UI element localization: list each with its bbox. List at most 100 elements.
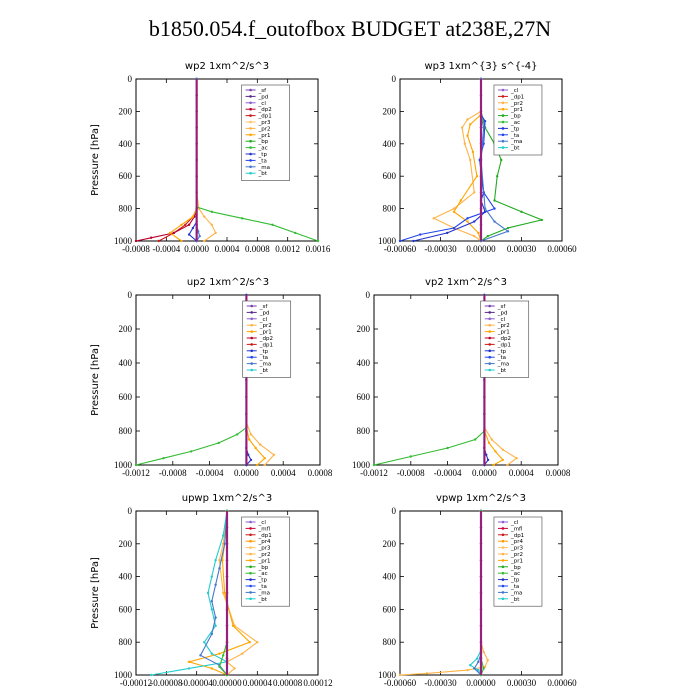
legend-label: _tp: [510, 126, 520, 132]
data-point: [482, 650, 485, 654]
y-axis-label: Pressure [hPa]: [90, 124, 101, 196]
legend-marker: [250, 349, 254, 353]
data-point: [496, 175, 499, 178]
legend-marker: [249, 88, 252, 92]
data-point: [190, 450, 193, 453]
x-tick-label: -0.0012: [360, 468, 388, 478]
data-point: [271, 223, 274, 226]
y-tick-label: 600: [119, 171, 133, 181]
data-point: [214, 624, 217, 627]
y-axis-label: Pressure [hPa]: [90, 344, 101, 416]
legend-label: _dp2: [259, 336, 273, 342]
y-tick-label: 600: [119, 392, 133, 402]
legend-label: _sf: [497, 304, 507, 310]
data-point: [191, 215, 195, 218]
legend-label: _pr2: [258, 126, 271, 132]
y-tick-label: 800: [119, 204, 133, 214]
data-point: [487, 441, 491, 445]
x-tick-label: -0.0008: [397, 468, 425, 478]
x-tick-label: 0.00030: [507, 244, 537, 254]
legend-label: _ma: [258, 165, 270, 171]
series-line: [187, 510, 251, 676]
data-point: [482, 667, 485, 670]
legend-label: _ta: [259, 355, 268, 361]
x-tick-label: 0.0004: [509, 468, 534, 478]
legend-label: _pr4: [258, 539, 272, 545]
legend-marker: [249, 114, 252, 117]
x-tick-label: -0.0012: [122, 468, 150, 478]
legend-marker: [249, 152, 252, 156]
legend-label: _cl: [497, 317, 506, 323]
legend-marker: [501, 591, 505, 594]
data-point: [473, 234, 476, 238]
legend-label: _cl: [510, 520, 519, 526]
data-point: [398, 673, 402, 677]
data-point: [157, 239, 160, 243]
y-tick-label: 800: [357, 426, 371, 436]
y-tick-label: 600: [383, 604, 397, 614]
chart-panel-4: vp2 1xm^2/s^3 0 200 400 600 800 1000-0.0012 -0.…: [352, 277, 571, 478]
chart-panel-3: up2 1xm^2/s^3 Pressure [hPa] 0 200 400 600 800…: [90, 277, 333, 478]
data-point: [419, 233, 422, 236]
legend-label: _dp1: [497, 342, 511, 348]
y-tick-label: 800: [119, 426, 133, 436]
legend-marker: [488, 311, 492, 314]
legend-marker: [249, 533, 252, 537]
y-tick-label: 800: [383, 204, 397, 214]
data-point: [210, 608, 214, 611]
data-point: [501, 458, 504, 462]
legend-box: [241, 516, 290, 607]
legend-marker: [501, 552, 505, 556]
legend-label: _pr1: [259, 330, 272, 336]
x-tick-label: -0.00008: [150, 678, 183, 688]
legend-marker: [249, 165, 252, 169]
x-tick-label: 0.00012: [303, 678, 332, 688]
data-point: [206, 591, 210, 595]
data-point: [134, 239, 138, 243]
legend-label: _pr1: [497, 330, 510, 336]
y-tick-label: 1000: [378, 670, 397, 680]
x-tick-label: -0.0004: [152, 244, 180, 254]
data-point: [218, 559, 221, 562]
legend-marker: [501, 114, 505, 117]
data-point: [187, 233, 191, 236]
legend-label: _cl: [258, 520, 267, 526]
legend-marker: [501, 120, 505, 124]
legend-marker: [501, 95, 505, 98]
legend-label: _bt: [510, 146, 520, 152]
legend-marker: [249, 539, 252, 543]
data-point: [249, 458, 253, 462]
data-point: [469, 158, 472, 162]
legend-marker: [249, 101, 252, 105]
legend-label: _pr3: [258, 120, 272, 126]
y-tick-label: 0: [392, 506, 397, 516]
legend-box: [242, 300, 292, 378]
legend-label: _pd: [258, 94, 269, 100]
x-tick-label: 0.00000: [466, 244, 496, 254]
x-tick-label: 0.00060: [547, 678, 577, 688]
legend-label: _dp1: [510, 533, 524, 539]
legend-label: _ac: [258, 146, 268, 152]
plot-frame: [135, 78, 319, 242]
legend-label: _ma: [510, 590, 522, 596]
chart-title: wp3 1xm^{3} s^{-4}: [424, 61, 537, 72]
series-line: [158, 79, 198, 242]
x-tick-label: 0.00000: [212, 678, 242, 688]
data-point: [483, 665, 487, 668]
data-point: [134, 463, 138, 467]
legend-marker: [488, 349, 492, 353]
data-point: [210, 652, 214, 655]
x-tick-label: 0.0008: [308, 468, 333, 478]
legend-marker: [249, 565, 252, 569]
legend-label: _ma: [510, 139, 522, 145]
data-point: [203, 215, 206, 218]
x-tick-label: 0.00030: [507, 678, 537, 688]
y-tick-label: 400: [383, 139, 397, 149]
legend-marker: [250, 343, 254, 346]
legend-label: _sf: [259, 304, 269, 310]
legend-label: _bt: [497, 368, 507, 374]
data-point: [240, 217, 244, 220]
legend-label: _ta: [258, 584, 267, 590]
data-point: [469, 663, 472, 667]
data-point: [515, 457, 518, 460]
